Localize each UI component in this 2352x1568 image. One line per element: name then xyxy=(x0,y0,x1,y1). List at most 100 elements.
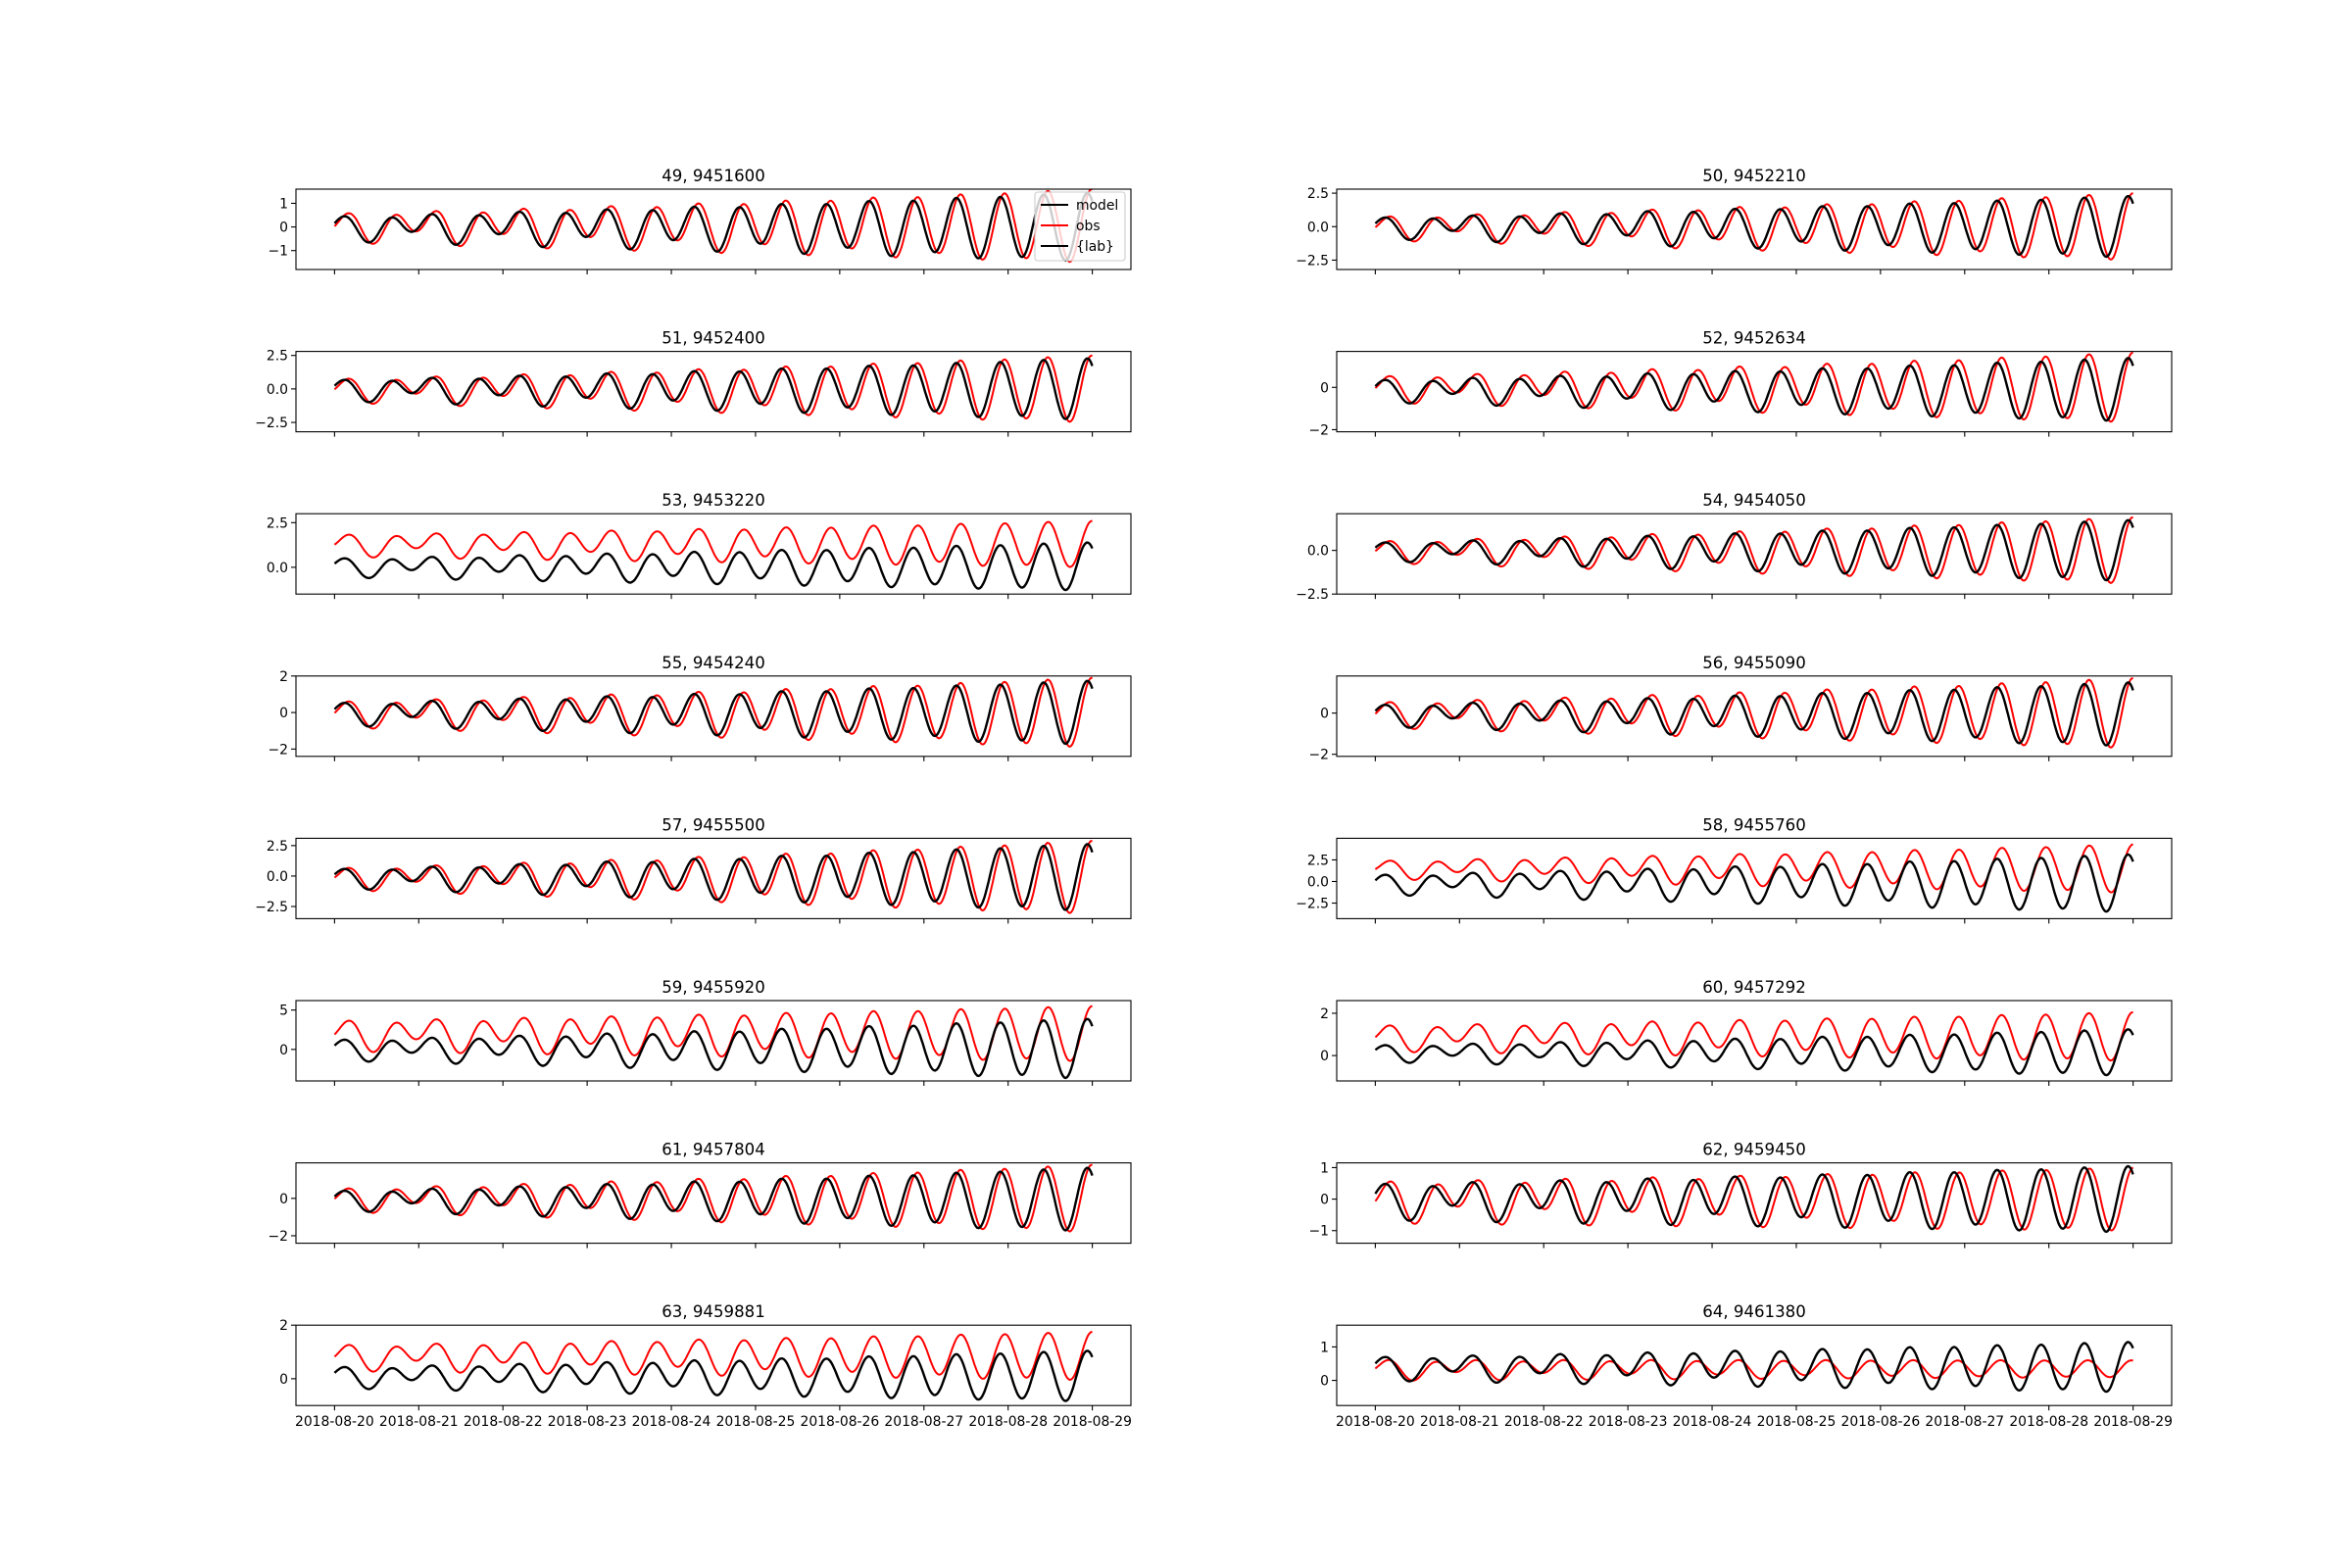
series-line-model xyxy=(333,679,1094,746)
x-tick-label: 2018-08-27 xyxy=(1925,1414,2004,1430)
legend: model obs {lab} xyxy=(1034,191,1126,262)
subplot-54-9454050: 54, 9454050 0.0 −2.5 xyxy=(1296,491,2173,603)
series-group xyxy=(1374,677,2134,749)
y-tick-label: 2 xyxy=(1320,1006,1329,1022)
y-tick-label: 0 xyxy=(1320,1374,1329,1390)
series-line-model xyxy=(333,1017,1094,1080)
series-line-model xyxy=(333,1166,1094,1232)
y-tick-label: 0.0 xyxy=(267,561,288,576)
series-group xyxy=(1374,351,2134,423)
series-group xyxy=(333,1163,1094,1233)
y-tick-label: −1 xyxy=(1309,1224,1329,1240)
axes-frame xyxy=(1336,351,2173,433)
y-tick-label: 0 xyxy=(1320,1049,1329,1064)
x-tick-label: 2018-08-20 xyxy=(295,1414,374,1430)
x-tick-label: 2018-08-27 xyxy=(884,1414,963,1430)
x-tick-label: 2018-08-21 xyxy=(1420,1414,1499,1430)
series-group xyxy=(1374,1010,2134,1077)
y-tick-label: 0 xyxy=(279,1192,288,1207)
x-tick-label: 2018-08-26 xyxy=(801,1414,880,1430)
subplot-59-9455920: 59, 9455920 5 0 xyxy=(279,978,1132,1086)
y-tick-label: 0 xyxy=(279,1372,288,1388)
series-line-model xyxy=(333,1349,1094,1402)
axes-frame xyxy=(1336,1324,2173,1406)
x-tick-label: 2018-08-22 xyxy=(1504,1414,1584,1430)
axes-frame xyxy=(295,351,1132,433)
series-line-obs xyxy=(1374,1166,2134,1232)
y-tick-label: 0.0 xyxy=(1307,544,1329,560)
y-tick-label: 0 xyxy=(279,706,288,721)
series-line-obs xyxy=(1374,1010,2133,1062)
series-line-model xyxy=(1374,1341,2134,1394)
series-line-obs xyxy=(1374,192,2133,261)
subplot-title: 49, 9451600 xyxy=(662,167,765,185)
subplot-title: 55, 9454240 xyxy=(662,654,765,672)
series-line-model xyxy=(1374,195,2134,259)
y-tick-label: 2.5 xyxy=(267,515,288,531)
y-tick-label: −2 xyxy=(269,742,288,758)
subplot-51-9452400: 51, 9452400 2.5 0.0 −2.5 xyxy=(255,329,1132,437)
subplot-title: 63, 9459881 xyxy=(662,1302,765,1321)
y-tick-label: 1 xyxy=(279,196,288,212)
y-tick-label: 2.5 xyxy=(267,349,288,365)
series-line-model xyxy=(333,843,1094,911)
series-line-obs xyxy=(333,676,1093,748)
series-group xyxy=(333,1004,1094,1080)
series-line-model xyxy=(1374,357,2134,422)
series-group xyxy=(333,1331,1094,1402)
legend-box xyxy=(1034,191,1126,262)
x-tick-label: 2018-08-20 xyxy=(1336,1414,1415,1430)
y-tick-label: 0.0 xyxy=(1307,220,1329,235)
series-line-model xyxy=(1374,853,2134,913)
series-line-obs xyxy=(333,354,1093,423)
series-line-obs xyxy=(333,519,1093,568)
subplot-title: 51, 9452400 xyxy=(662,329,765,348)
y-tick-label: 2.5 xyxy=(267,839,288,855)
y-tick-label: 0 xyxy=(279,1043,288,1058)
subplot-title: 64, 9461380 xyxy=(1702,1302,1806,1321)
y-tick-label: −2 xyxy=(1309,422,1329,438)
series-line-model xyxy=(1374,1028,2134,1077)
subplot-title: 58, 9455760 xyxy=(1702,815,1806,834)
y-tick-label: 2 xyxy=(279,669,288,685)
y-tick-label: 0.0 xyxy=(1307,874,1329,890)
subplot-61-9457804: 61, 9457804 0 −2 xyxy=(269,1141,1132,1249)
x-tick-label: 2018-08-24 xyxy=(1673,1414,1752,1430)
y-tick-label: 5 xyxy=(279,1004,288,1019)
subplot-title: 62, 9459450 xyxy=(1702,1141,1806,1159)
axes-frame xyxy=(295,837,1132,919)
series-line-obs xyxy=(333,1163,1093,1233)
series-group xyxy=(333,840,1094,914)
series-line-model xyxy=(1374,518,2134,582)
series-line-obs xyxy=(1374,515,2133,584)
x-tick-label: 2018-08-24 xyxy=(632,1414,711,1430)
axes-frame xyxy=(295,1162,1132,1245)
axes-frame xyxy=(1336,513,2173,595)
subplot-title: 53, 9453220 xyxy=(662,491,765,510)
axes-frame xyxy=(1336,1000,2173,1082)
x-tick-label: 2018-08-28 xyxy=(2009,1414,2088,1430)
y-tick-label: −2 xyxy=(269,1229,288,1245)
subplot-title: 54, 9454050 xyxy=(1702,491,1806,510)
y-tick-label: 0.0 xyxy=(267,382,288,398)
axes-frame xyxy=(295,675,1132,758)
subplot-title: 61, 9457804 xyxy=(662,1141,765,1159)
subplot-49-9451600: 49, 9451600 1 0 −1 model obs {lab} xyxy=(269,167,1132,274)
y-tick-label: 2.5 xyxy=(1307,853,1329,868)
series-line-model xyxy=(333,357,1094,420)
legend-label: {lab} xyxy=(1076,239,1114,255)
series-line-obs xyxy=(1374,677,2133,749)
subplot-title: 59, 9455920 xyxy=(662,978,765,997)
series-line-model xyxy=(1374,1164,2134,1234)
series-line-obs xyxy=(1374,843,2133,894)
x-tick-label: 2018-08-25 xyxy=(1757,1414,1837,1430)
y-tick-label: −2.5 xyxy=(1296,587,1329,603)
x-tick-label: 2018-08-21 xyxy=(379,1414,459,1430)
y-tick-label: 0 xyxy=(279,220,288,236)
x-tick-label: 2018-08-23 xyxy=(548,1414,627,1430)
subplot-60-9457292: 60, 9457292 2 0 xyxy=(1320,978,2173,1086)
x-tick-label: 2018-08-23 xyxy=(1589,1414,1668,1430)
axes-frame xyxy=(295,1324,1132,1406)
subplot-title: 60, 9457292 xyxy=(1702,978,1806,997)
